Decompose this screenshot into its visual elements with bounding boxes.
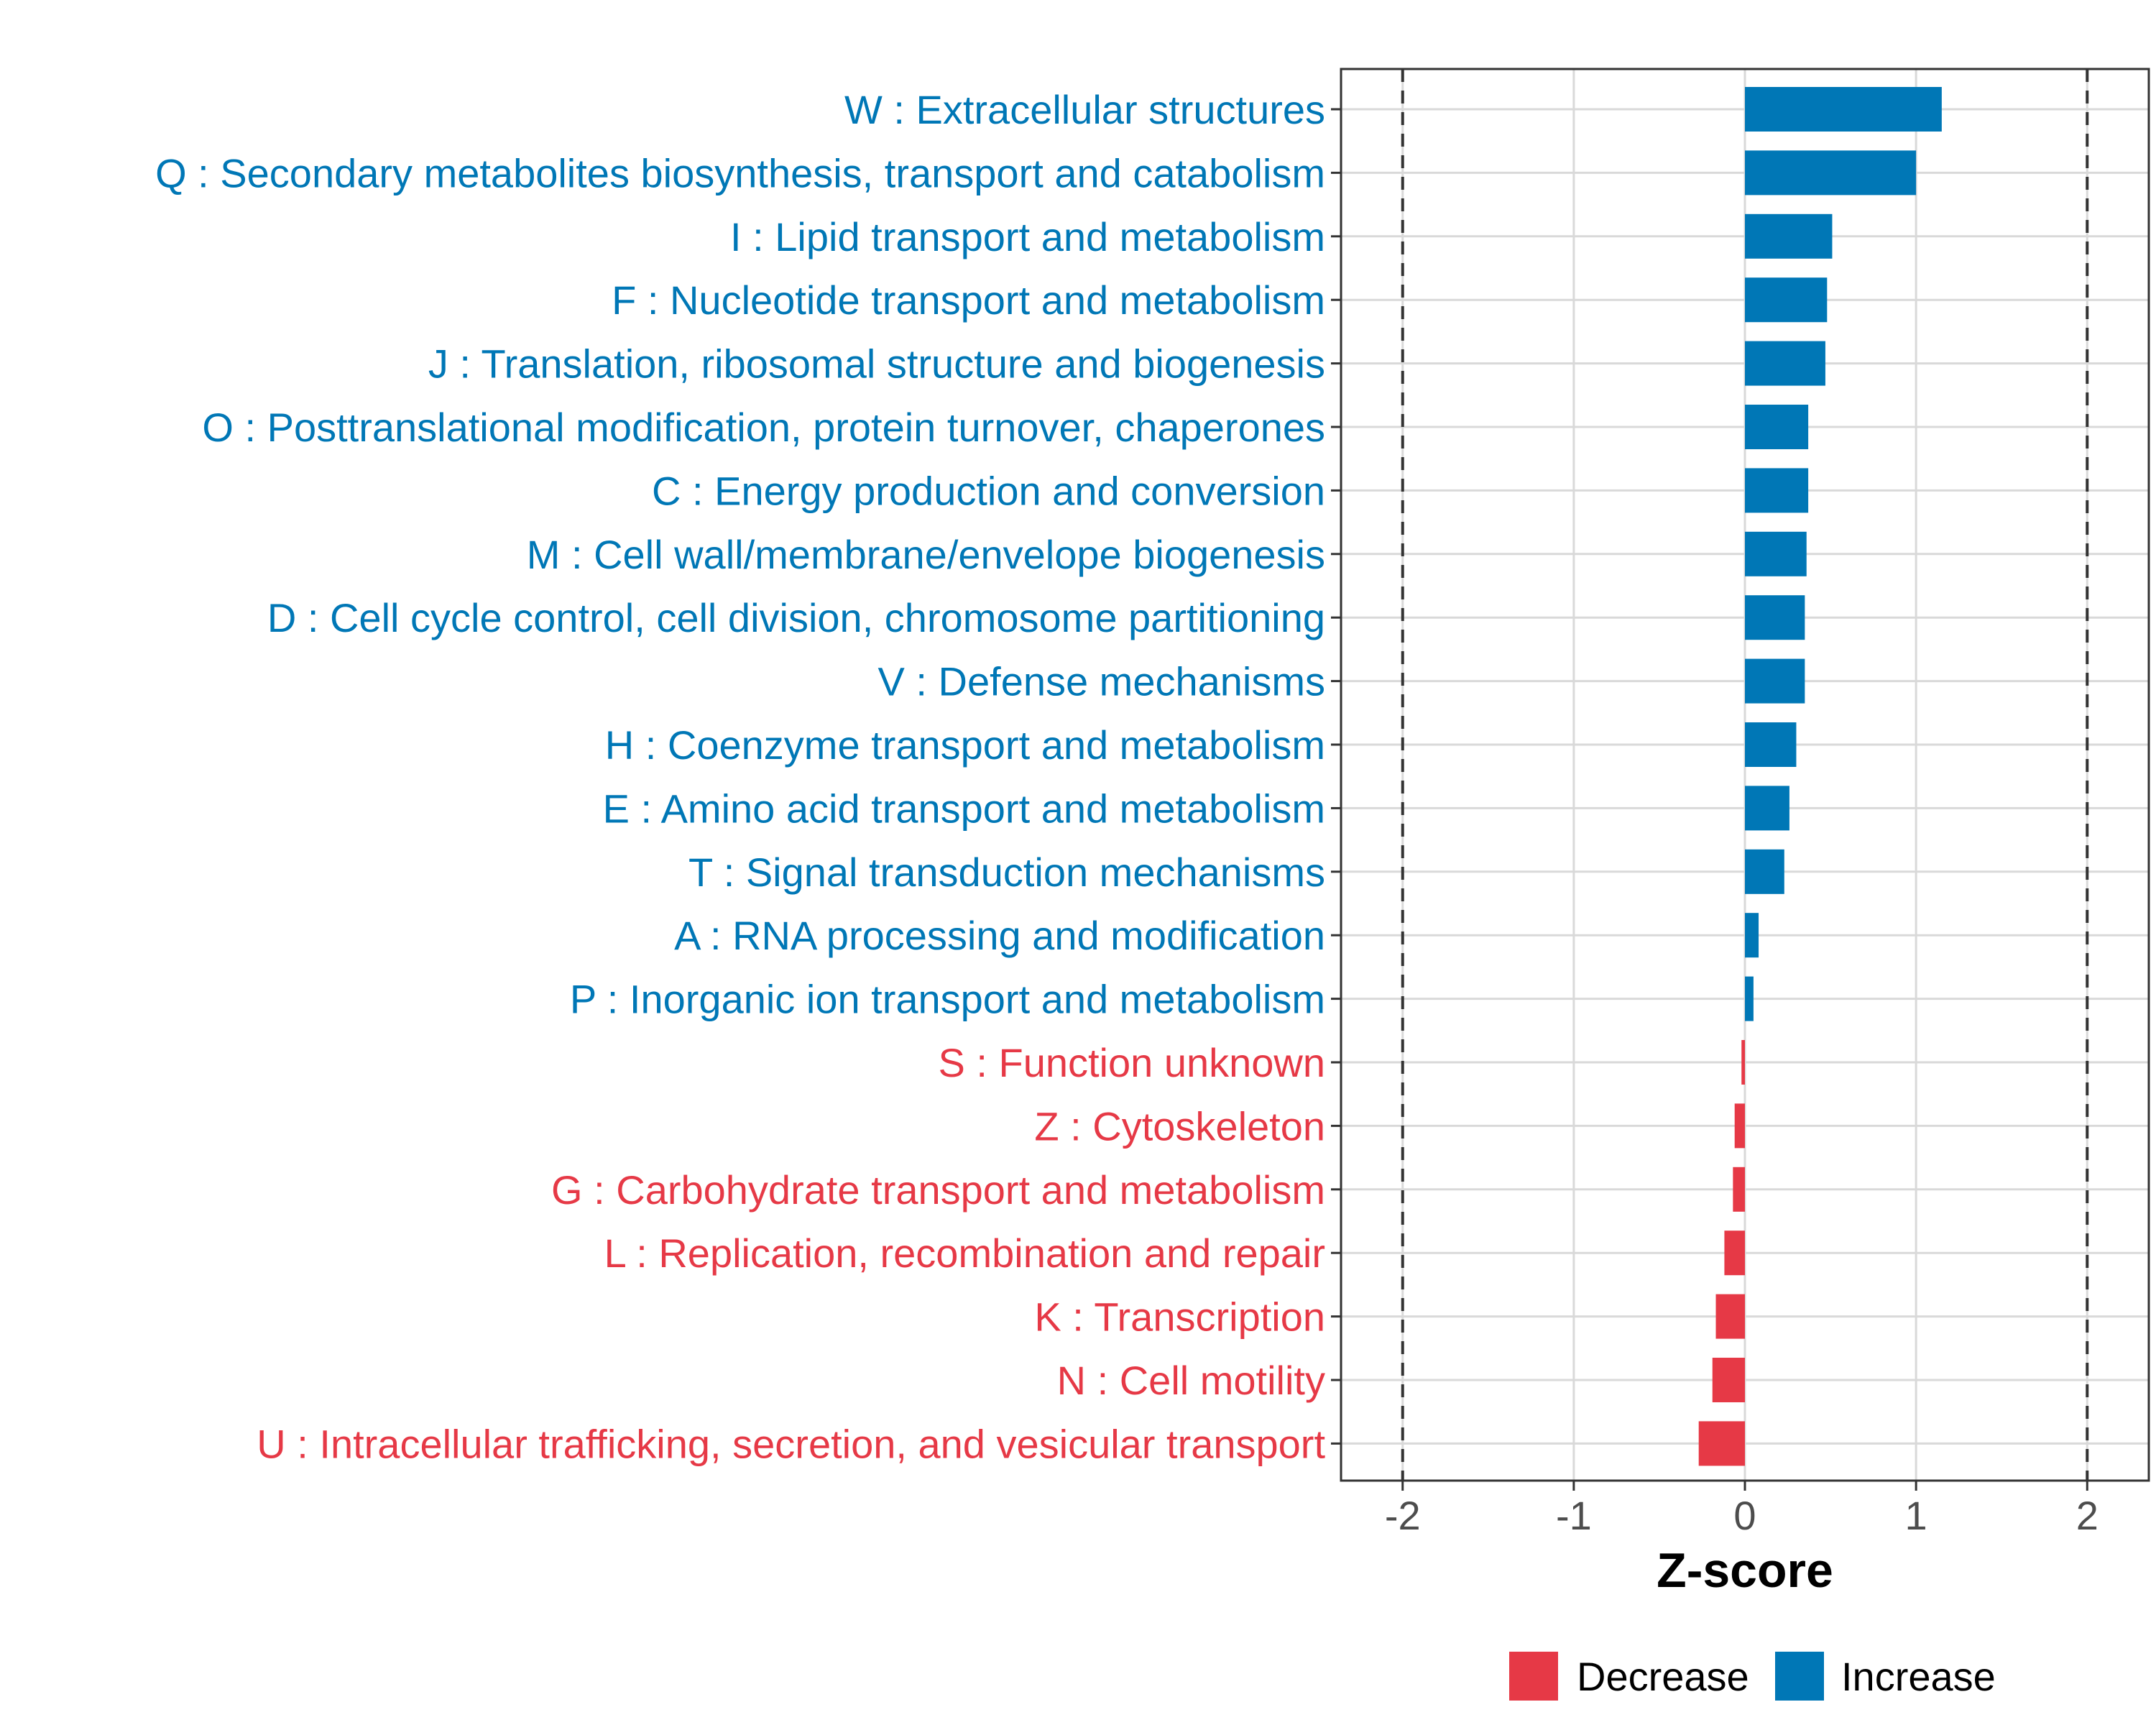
bar (1698, 1421, 1745, 1466)
bar (1745, 531, 1807, 576)
bar (1745, 405, 1809, 449)
bar (1741, 1040, 1745, 1085)
bar (1745, 595, 1805, 640)
bar (1745, 849, 1784, 894)
legend-label-decrease: Decrease (1577, 1654, 1749, 1699)
x-ticks: -2 -1 0 1 2 (1385, 1481, 2099, 1538)
category-label: C : Energy production and conversion (652, 468, 1325, 513)
category-label: H : Coenzyme transport and metabolism (605, 722, 1325, 768)
bar (1724, 1230, 1745, 1276)
category-label: P : Inorganic ion transport and metaboli… (570, 977, 1325, 1022)
category-label: M : Cell wall/membrane/envelope biogenes… (527, 532, 1325, 577)
legend-swatch-decrease (1509, 1652, 1558, 1701)
category-label: Q : Secondary metabolites biosynthesis, … (155, 150, 1325, 196)
category-labels: W : Extracellular structures Q : Secondar… (155, 87, 1325, 1466)
x-tick-label: 1 (1905, 1493, 1927, 1538)
legend: Decrease Increase (1509, 1652, 1996, 1701)
category-label: F : Nucleotide transport and metabolism (612, 277, 1325, 323)
y-ticks (1331, 108, 1341, 1445)
bar (1712, 1358, 1745, 1402)
bar (1715, 1294, 1745, 1339)
bar (1745, 87, 1942, 132)
bar (1733, 1167, 1745, 1212)
category-label: I : Lipid transport and metabolism (730, 214, 1325, 259)
bar (1745, 341, 1825, 386)
legend-swatch-increase (1775, 1652, 1824, 1701)
bar (1745, 150, 1917, 196)
bar (1745, 658, 1805, 704)
category-label: U : Intracellular trafficking, secretion… (257, 1421, 1325, 1466)
category-label: Z : Cytoskeleton (1034, 1103, 1325, 1149)
x-tick-label: -2 (1385, 1493, 1421, 1538)
bar (1745, 786, 1789, 831)
x-axis-title: Z-score (1657, 1543, 1833, 1598)
x-tick-label: 0 (1733, 1493, 1756, 1538)
category-label: O : Posttranslational modification, prot… (202, 405, 1325, 450)
category-label: N : Cell motility (1057, 1358, 1325, 1403)
category-label: W : Extracellular structures (844, 87, 1325, 132)
category-label: L : Replication, recombination and repai… (604, 1230, 1325, 1276)
category-label: S : Function unknown (938, 1040, 1325, 1085)
x-tick-label: 2 (2076, 1493, 2099, 1538)
reference-lines (1401, 69, 2089, 1481)
category-label: D : Cell cycle control, cell division, c… (267, 595, 1325, 640)
category-label: E : Amino acid transport and metabolism (603, 786, 1325, 831)
bar (1745, 976, 1754, 1021)
bar (1745, 913, 1759, 958)
category-label: T : Signal transduction mechanisms (688, 850, 1325, 895)
bar (1745, 277, 1828, 323)
category-label: V : Defense mechanisms (878, 659, 1325, 704)
bar (1745, 213, 1833, 259)
bar (1734, 1103, 1745, 1149)
category-label: G : Carbohydrate transport and metabolis… (551, 1167, 1325, 1213)
category-label: K : Transcription (1034, 1294, 1325, 1340)
category-label: J : Translation, ribosomal structure and… (428, 341, 1325, 387)
category-label: A : RNA processing and modification (674, 913, 1325, 958)
bar (1745, 722, 1797, 767)
x-tick-label: -1 (1556, 1493, 1592, 1538)
legend-label-increase: Increase (1841, 1654, 1996, 1699)
bar (1745, 468, 1809, 513)
bars (1698, 87, 1942, 1466)
